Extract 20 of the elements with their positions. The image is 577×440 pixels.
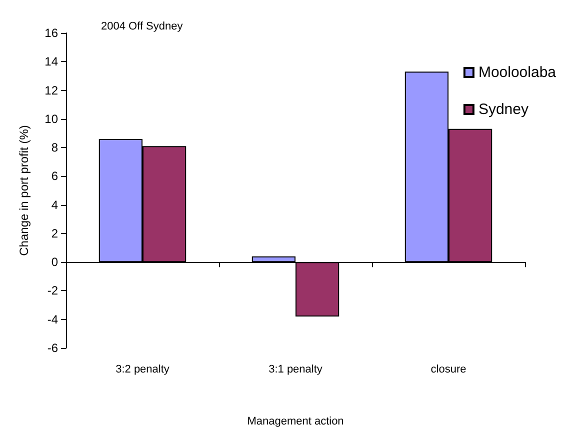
x-tick-label: closure bbox=[430, 364, 466, 376]
chart-title: 2004 Off Sydney bbox=[101, 20, 184, 32]
y-tick-label: 10 bbox=[44, 112, 58, 126]
y-tick-label: 14 bbox=[44, 54, 58, 69]
y-tick-label: -2 bbox=[47, 284, 58, 298]
x-tick-label: 3:1 penalty bbox=[268, 364, 323, 376]
legend-label: Sydney bbox=[478, 101, 529, 118]
y-tick-label: 12 bbox=[44, 83, 58, 98]
y-tick-label: 2 bbox=[51, 226, 58, 240]
y-axis-title: Change in port profit (%) bbox=[17, 125, 31, 256]
y-tick-label: 16 bbox=[44, 26, 58, 40]
y-tick-label: -4 bbox=[47, 312, 58, 326]
y-tick-label: -6 bbox=[47, 341, 58, 355]
y-tick-label: 6 bbox=[51, 169, 58, 184]
x-axis-title: Management action bbox=[247, 416, 344, 428]
legend-label: Mooloolaba bbox=[478, 64, 557, 81]
x-tick-label: 3:2 penalty bbox=[116, 364, 170, 376]
y-tick-label: 8 bbox=[51, 140, 58, 155]
y-tick-label: 0 bbox=[51, 255, 58, 270]
y-tick-label: 4 bbox=[51, 198, 58, 212]
